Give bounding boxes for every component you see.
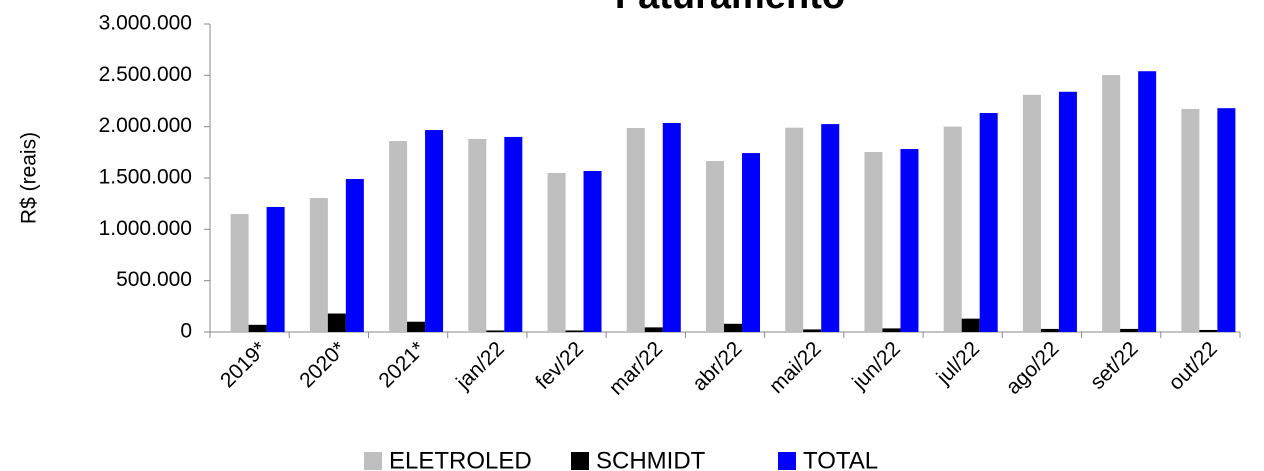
x-tick-label: mai/22: [765, 337, 826, 398]
bar: [345, 179, 364, 332]
x-tick-label: ago/22: [1002, 337, 1064, 399]
y-tick-label: 500.000: [116, 268, 192, 291]
x-tick-label: mar/22: [605, 337, 667, 399]
y-tick-label: 2.500.000: [99, 63, 192, 86]
legend-swatch: [571, 452, 589, 470]
bar: [565, 330, 584, 332]
bar: [900, 149, 919, 332]
y-tick-label: 1.000.000: [99, 217, 192, 240]
legend-label: SCHMIDT: [596, 447, 706, 471]
bar: [1022, 94, 1041, 332]
x-tick-label: fev/22: [531, 337, 588, 394]
bar: [864, 152, 883, 332]
bar: [230, 213, 249, 332]
bar: [1138, 71, 1157, 332]
bar: [266, 206, 285, 332]
y-axis-title: R$ (reais): [18, 132, 41, 224]
bar: [327, 313, 346, 332]
x-tick-label: 2021*: [374, 337, 429, 392]
y-tick-label: 2.000.000: [99, 114, 192, 137]
bar: [504, 136, 523, 332]
y-tick-label: 3.000.000: [99, 12, 192, 35]
bar: [644, 327, 663, 332]
bar: [662, 122, 681, 332]
x-tick-label: 2019*: [216, 337, 271, 392]
bar: [821, 124, 840, 332]
x-tick-label: set/22: [1086, 337, 1143, 394]
bar: [943, 126, 962, 333]
bar: [248, 324, 267, 332]
x-tick-label: jan/22: [451, 337, 508, 394]
bar: [803, 329, 822, 332]
bar: [1102, 75, 1121, 332]
bar: [407, 321, 426, 332]
x-tick-label: out/22: [1164, 337, 1222, 395]
bar: [1217, 108, 1236, 332]
bar: [468, 138, 487, 332]
bar: [742, 153, 760, 332]
bar: [1040, 328, 1059, 332]
bar: [882, 328, 901, 332]
legend-label: TOTAL: [803, 447, 878, 471]
bar: [547, 172, 566, 332]
bar: [1058, 91, 1077, 332]
legend-label: ELETROLED: [389, 447, 532, 471]
y-tick-label: 1.500.000: [99, 166, 192, 189]
x-tick-label: jul/22: [932, 337, 984, 389]
chart-title: Faturamento: [615, 0, 845, 17]
bar: [425, 130, 444, 332]
bar: [979, 113, 998, 333]
bar: [1181, 109, 1200, 333]
bar: [1120, 328, 1139, 332]
bar: [583, 171, 602, 332]
bar: [309, 198, 328, 332]
bar: [486, 330, 505, 332]
bar: [961, 318, 980, 332]
x-tick-label: jun/22: [847, 337, 904, 394]
bar: [785, 127, 804, 333]
bar: [626, 128, 645, 332]
x-tick-label: 2020*: [295, 337, 350, 392]
bar: [724, 323, 742, 332]
y-tick-label: 0: [180, 320, 192, 343]
bar: [389, 141, 408, 332]
legend-swatch: [364, 452, 382, 470]
legend-swatch: [778, 452, 796, 470]
x-tick-label: abr/22: [688, 337, 746, 395]
bar: [1199, 329, 1218, 332]
bar: [706, 160, 724, 332]
